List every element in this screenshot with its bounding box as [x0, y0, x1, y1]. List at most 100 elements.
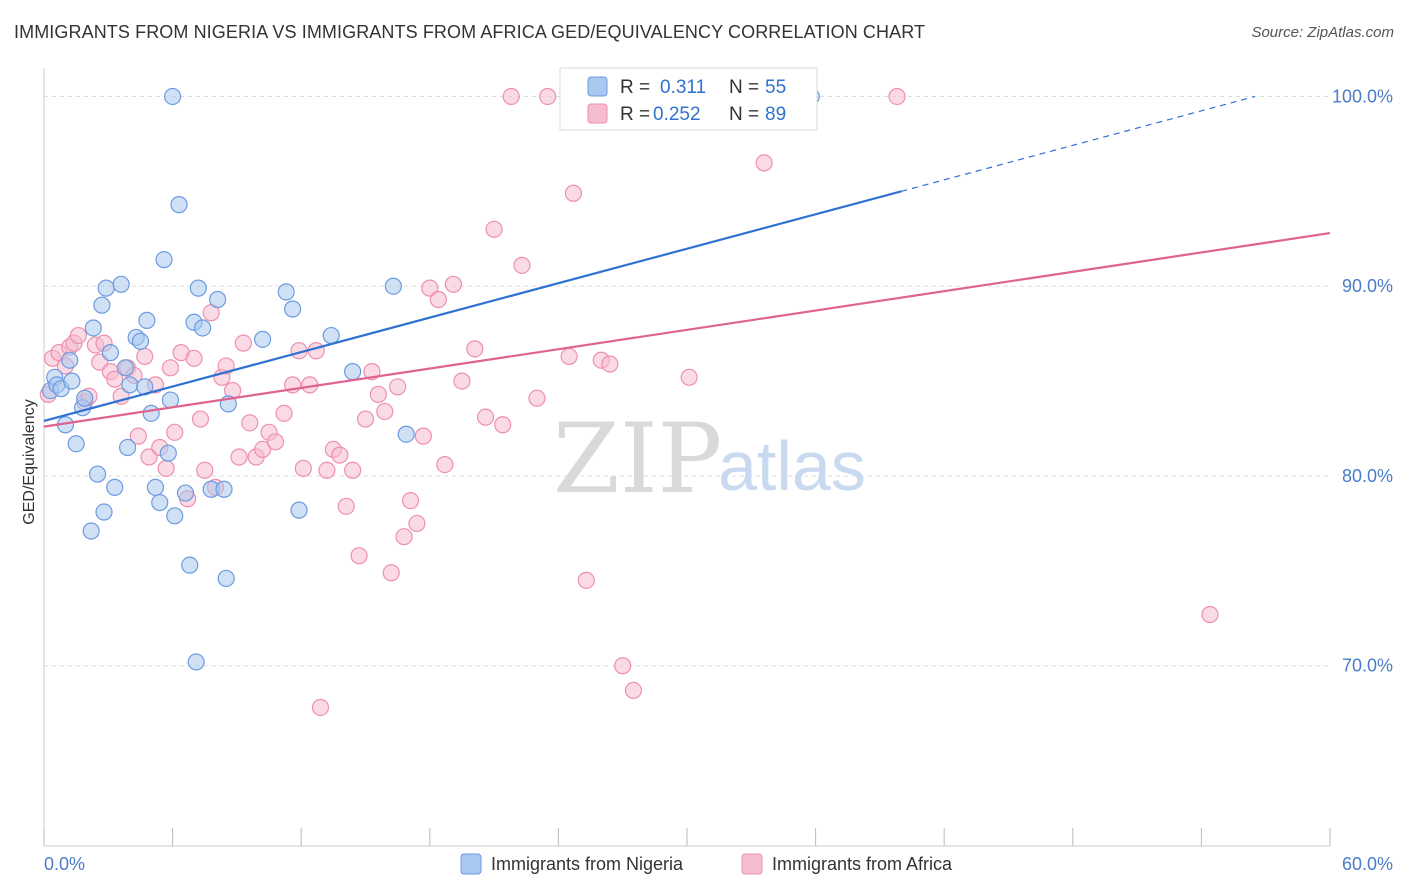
africa-point — [528, 389, 546, 407]
legend-r-value-africa: 0.252 — [653, 104, 701, 125]
nigeria-point — [146, 478, 165, 496]
nigeria-point — [95, 503, 113, 521]
y-axis-label: GED/Equivalency — [21, 399, 38, 524]
nigeria-point — [217, 569, 235, 588]
legend-swatch-nigeria — [587, 76, 608, 97]
africa-point — [356, 410, 375, 428]
africa-point — [401, 492, 420, 510]
nigeria-point — [101, 344, 120, 362]
africa-point — [376, 402, 394, 421]
nigeria-point — [209, 290, 227, 309]
africa-point — [453, 372, 471, 390]
africa-point — [191, 410, 210, 428]
africa-point — [91, 353, 109, 371]
nigeria-point — [277, 283, 295, 301]
africa-point — [106, 370, 124, 388]
africa-point — [129, 427, 147, 445]
africa-point — [624, 681, 643, 700]
x-tick-label-min: 0.0% — [44, 854, 85, 874]
africa-point — [755, 154, 773, 172]
africa-point — [217, 357, 235, 375]
watermark-zip-text: ZIP — [553, 403, 722, 515]
africa-point — [294, 459, 312, 477]
nigeria-point — [112, 275, 130, 293]
y-tick-label-90: 90.0% — [1342, 276, 1393, 296]
series-legend-swatch-africa — [741, 853, 763, 875]
nigeria-point — [254, 330, 272, 348]
africa-point — [275, 404, 293, 422]
africa-point — [444, 275, 462, 293]
africa-point — [311, 698, 330, 717]
y-tick-label-100: 100.0% — [1332, 86, 1393, 106]
legend-r-label-africa: R = — [620, 104, 650, 125]
legend-r-value-nigeria: 0.311 — [660, 77, 706, 98]
africa-point — [494, 416, 512, 434]
x-tick-label-max: 60.0% — [1342, 854, 1393, 874]
africa-point — [513, 256, 531, 274]
africa-point — [614, 657, 632, 675]
nigeria-point — [344, 363, 362, 381]
africa-point — [382, 564, 400, 582]
nigeria-point — [215, 480, 233, 498]
y-tick-label-80: 80.0% — [1342, 466, 1393, 486]
nigeria-point — [151, 493, 169, 512]
africa-point — [436, 455, 454, 474]
nigeria-point — [97, 279, 115, 297]
nigeria-point — [170, 196, 188, 214]
africa-point — [680, 368, 698, 386]
africa-point — [318, 461, 336, 479]
nigeria-point — [142, 404, 160, 422]
series-legend-label-nigeria: Immigrants from Nigeria — [491, 854, 684, 874]
africa-point — [307, 342, 325, 360]
africa-point — [344, 461, 362, 479]
africa-point — [395, 528, 413, 546]
nigeria-point — [61, 351, 79, 369]
nigeria-point — [284, 300, 302, 318]
nigeria-point — [118, 438, 137, 457]
series-legend-label-africa: Immigrants from Africa — [772, 854, 953, 874]
series-legend-swatch-nigeria — [460, 853, 482, 875]
nigeria-point — [76, 389, 94, 407]
africa-point — [161, 359, 180, 377]
africa-point — [185, 349, 203, 367]
legend-n-value-africa: 89 — [765, 104, 786, 125]
nigeria-point — [116, 359, 135, 377]
watermark: ZIP atlas — [553, 403, 866, 515]
nigeria-point — [67, 435, 85, 453]
legend-n-label-africa: N = — [729, 104, 759, 125]
africa-point — [414, 427, 432, 445]
africa-point — [485, 220, 503, 238]
africa-point — [350, 547, 368, 565]
nigeria-point — [106, 478, 124, 496]
legend-r-label-nigeria: R = — [620, 77, 650, 98]
africa-point — [337, 497, 355, 515]
nigeria-point — [121, 376, 139, 394]
africa-point — [230, 448, 248, 466]
africa-point — [136, 347, 154, 366]
x-axis-ticks — [43, 828, 1331, 846]
africa-point — [466, 340, 484, 358]
africa-point — [241, 414, 259, 432]
africa-point — [476, 408, 495, 426]
africa-point — [888, 87, 906, 106]
legend-n-label-nigeria: N = — [729, 77, 759, 98]
stats-legend: R = 0.311 N = 55 R = 0.252 N = 89 — [559, 67, 818, 131]
nigeria-trend-extension — [901, 95, 1256, 192]
africa-point — [577, 571, 595, 589]
nigeria-point — [322, 326, 340, 345]
africa-point — [266, 433, 285, 451]
africa-point — [408, 514, 426, 533]
nigeria-point — [397, 425, 415, 443]
series-legend: Immigrants from Nigeria Immigrants from … — [460, 853, 953, 875]
africa-point — [502, 87, 520, 106]
y-tick-label-70: 70.0% — [1342, 656, 1393, 676]
chart-title: IMMIGRANTS FROM NIGERIA VS IMMIGRANTS FR… — [14, 22, 926, 42]
africa-point — [369, 385, 387, 403]
watermark-atlas-text: atlas — [718, 427, 866, 505]
y-axis-tick-labels: 70.0% 80.0% 90.0% 100.0% — [1332, 86, 1393, 675]
nigeria-point — [63, 372, 81, 390]
nigeria-point — [166, 507, 184, 525]
nigeria-trend-line — [43, 190, 902, 423]
nigeria-point — [290, 501, 308, 519]
